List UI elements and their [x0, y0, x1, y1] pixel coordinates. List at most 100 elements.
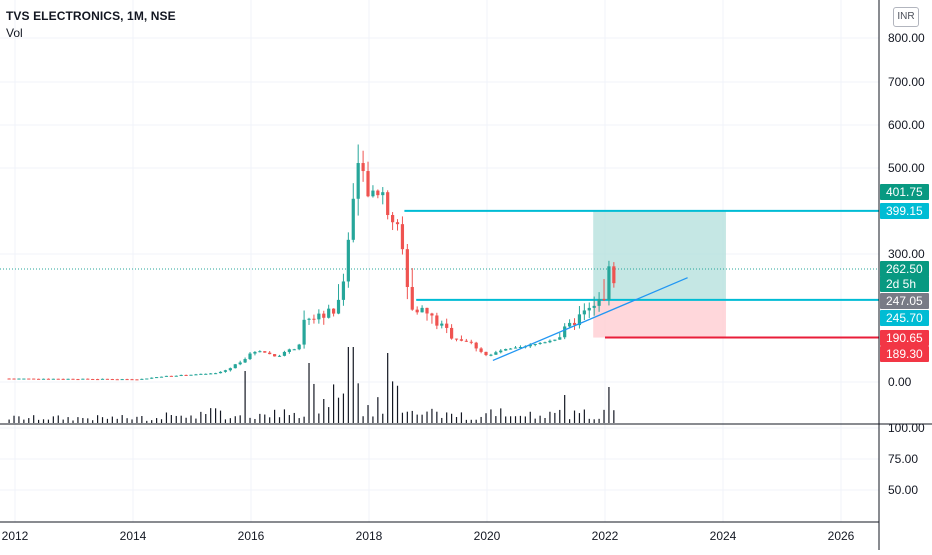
price-label-box	[880, 293, 929, 309]
candle-body	[479, 348, 483, 352]
candle-body	[469, 341, 473, 343]
candle-body	[37, 378, 41, 380]
price-tick-label: 300.00	[888, 247, 925, 261]
price-label: 399.15	[886, 204, 923, 218]
symbol-title[interactable]: TVS ELECTRONICS, 1M, NSE	[6, 9, 176, 23]
volume-bars	[8, 347, 615, 423]
candle-body	[120, 379, 124, 381]
candle-body	[273, 354, 277, 357]
candle-body	[602, 299, 606, 301]
candle-body	[587, 307, 591, 311]
candle-body	[341, 281, 346, 300]
candle-body	[248, 353, 252, 360]
candle-body	[81, 378, 85, 380]
candle-body	[155, 377, 159, 379]
candle-body	[76, 379, 80, 381]
candle-body	[494, 352, 498, 355]
volume-label[interactable]: Vol	[6, 26, 23, 40]
candle-body	[145, 378, 149, 380]
candle-body	[194, 374, 198, 376]
candle-body	[351, 198, 355, 240]
price-label: 245.70	[886, 311, 923, 325]
candle-body	[518, 347, 523, 349]
candle-body	[336, 299, 341, 314]
candle-body	[27, 378, 31, 380]
candle-body	[164, 375, 169, 377]
candle-body	[238, 362, 242, 365]
candle-body	[282, 351, 287, 356]
candle-body	[243, 359, 247, 363]
candle-body	[7, 378, 11, 380]
price-tick-label: 0.00	[888, 375, 912, 389]
candle-body	[346, 239, 350, 282]
candle-body	[91, 378, 95, 380]
candle-body	[509, 348, 513, 350]
time-tick-label: 2026	[828, 529, 855, 543]
candle-body	[96, 379, 100, 381]
candle-body	[381, 192, 385, 196]
candle-body	[66, 378, 70, 380]
volume-tick-label: 100.00	[888, 421, 925, 435]
candle-body	[459, 339, 464, 341]
candle-body	[233, 364, 237, 369]
candle-body	[376, 190, 380, 196]
currency-badge[interactable]: INR	[893, 7, 919, 27]
price-tick-label: 500.00	[888, 161, 925, 175]
candle-body	[268, 352, 272, 355]
candle-body	[513, 347, 518, 349]
long-position-zones[interactable]	[593, 210, 726, 338]
candle-body	[391, 215, 395, 223]
candle-body	[228, 368, 232, 371]
candle-body	[395, 222, 400, 225]
candle-body	[553, 339, 557, 341]
candle-body	[12, 378, 16, 380]
candle-body	[199, 373, 203, 375]
candle-body	[356, 163, 360, 199]
horizontal-lines[interactable]	[0, 209, 879, 339]
candle-body	[464, 340, 468, 342]
candle-body	[297, 344, 301, 350]
candle-body	[366, 171, 370, 197]
candle-body	[592, 305, 596, 308]
candle-body	[307, 318, 311, 320]
candle-body	[425, 307, 429, 314]
price-label-box	[880, 184, 929, 200]
candle-body	[292, 349, 296, 351]
candle-body	[223, 370, 228, 372]
candle-body	[361, 163, 365, 172]
reward-zone	[593, 210, 726, 300]
candle-body	[56, 378, 60, 380]
candle-body	[499, 350, 503, 353]
price-label-box	[880, 346, 929, 362]
candle-body	[572, 322, 577, 326]
candle-body	[558, 337, 562, 340]
candle-body	[32, 378, 36, 380]
candle-body	[253, 351, 257, 354]
candle-body	[577, 314, 582, 326]
candle-body	[100, 378, 105, 380]
candle-body	[454, 338, 459, 340]
candle-body	[445, 323, 449, 328]
candle-body	[184, 374, 188, 376]
candle-body	[400, 224, 405, 250]
candle-body	[440, 323, 444, 326]
trendline[interactable]	[492, 277, 688, 362]
candle-body	[204, 373, 208, 375]
grid-lines	[0, 0, 879, 522]
candle-body	[405, 249, 409, 287]
candle-body	[435, 315, 439, 326]
candle-body	[543, 342, 547, 344]
candle-body	[327, 308, 331, 318]
price-tick-label: 800.00	[888, 31, 925, 45]
candle-body	[159, 376, 164, 378]
candle-body	[474, 342, 478, 349]
candle-body	[41, 378, 46, 380]
chart-header: TVS ELECTRONICS, 1M, NSE Vol	[6, 9, 176, 40]
candle-body	[169, 375, 173, 377]
candle-body	[209, 373, 213, 375]
candle-body	[115, 379, 119, 381]
price-label-box	[880, 261, 929, 277]
